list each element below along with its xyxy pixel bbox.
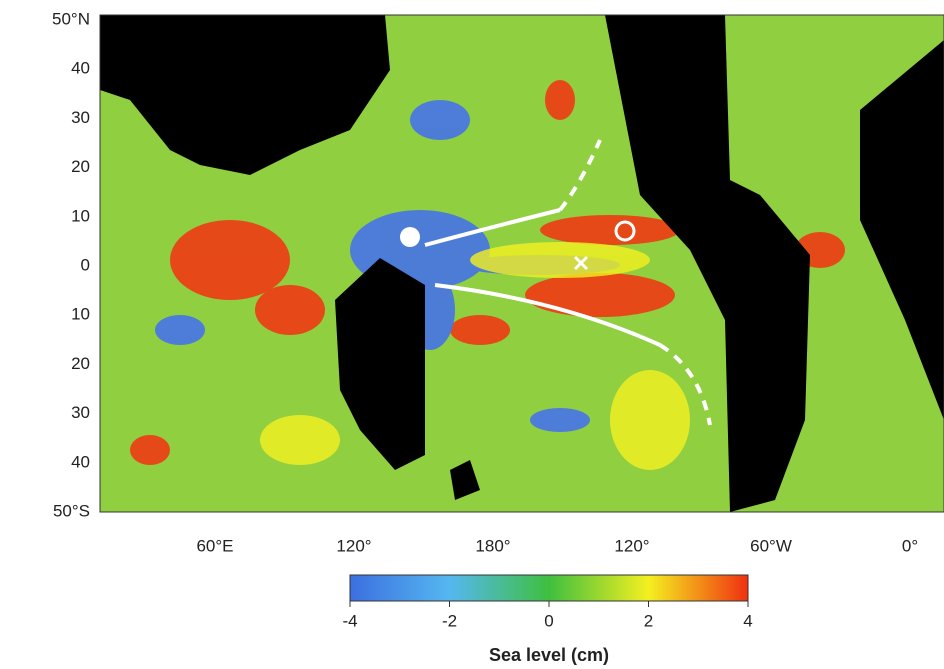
colorbar-tick-label: 0 (544, 611, 553, 630)
colorbar-tick-label: -4 (342, 611, 357, 630)
lon-label: 0° (902, 536, 918, 555)
lat-label: 20 (71, 157, 90, 176)
lat-label: 30 (71, 403, 90, 422)
colorbar-label: Sea level (cm) (489, 645, 609, 665)
lat-label: 50°S (53, 501, 90, 520)
lon-label: 60°W (750, 536, 792, 555)
colorbar-tick-label: 2 (644, 611, 653, 630)
lat-label: 0 (81, 255, 90, 274)
lat-label: 10 (71, 206, 90, 225)
lon-label: 120° (614, 536, 649, 555)
colorbar-tick-label: -2 (442, 611, 457, 630)
lon-label: 180° (475, 536, 510, 555)
lat-label: 50°N (52, 9, 90, 28)
lon-label: 60°E (196, 536, 233, 555)
lat-label: 40 (71, 59, 90, 78)
lat-label: 20 (71, 354, 90, 373)
map-area (100, 15, 944, 512)
lat-label: 30 (71, 108, 90, 127)
lat-label: 40 (71, 452, 90, 471)
colorbar (349, 574, 749, 602)
lat-label: 10 (71, 305, 90, 324)
lon-label: 120° (336, 536, 371, 555)
colorbar-tick-label: 4 (743, 611, 752, 630)
